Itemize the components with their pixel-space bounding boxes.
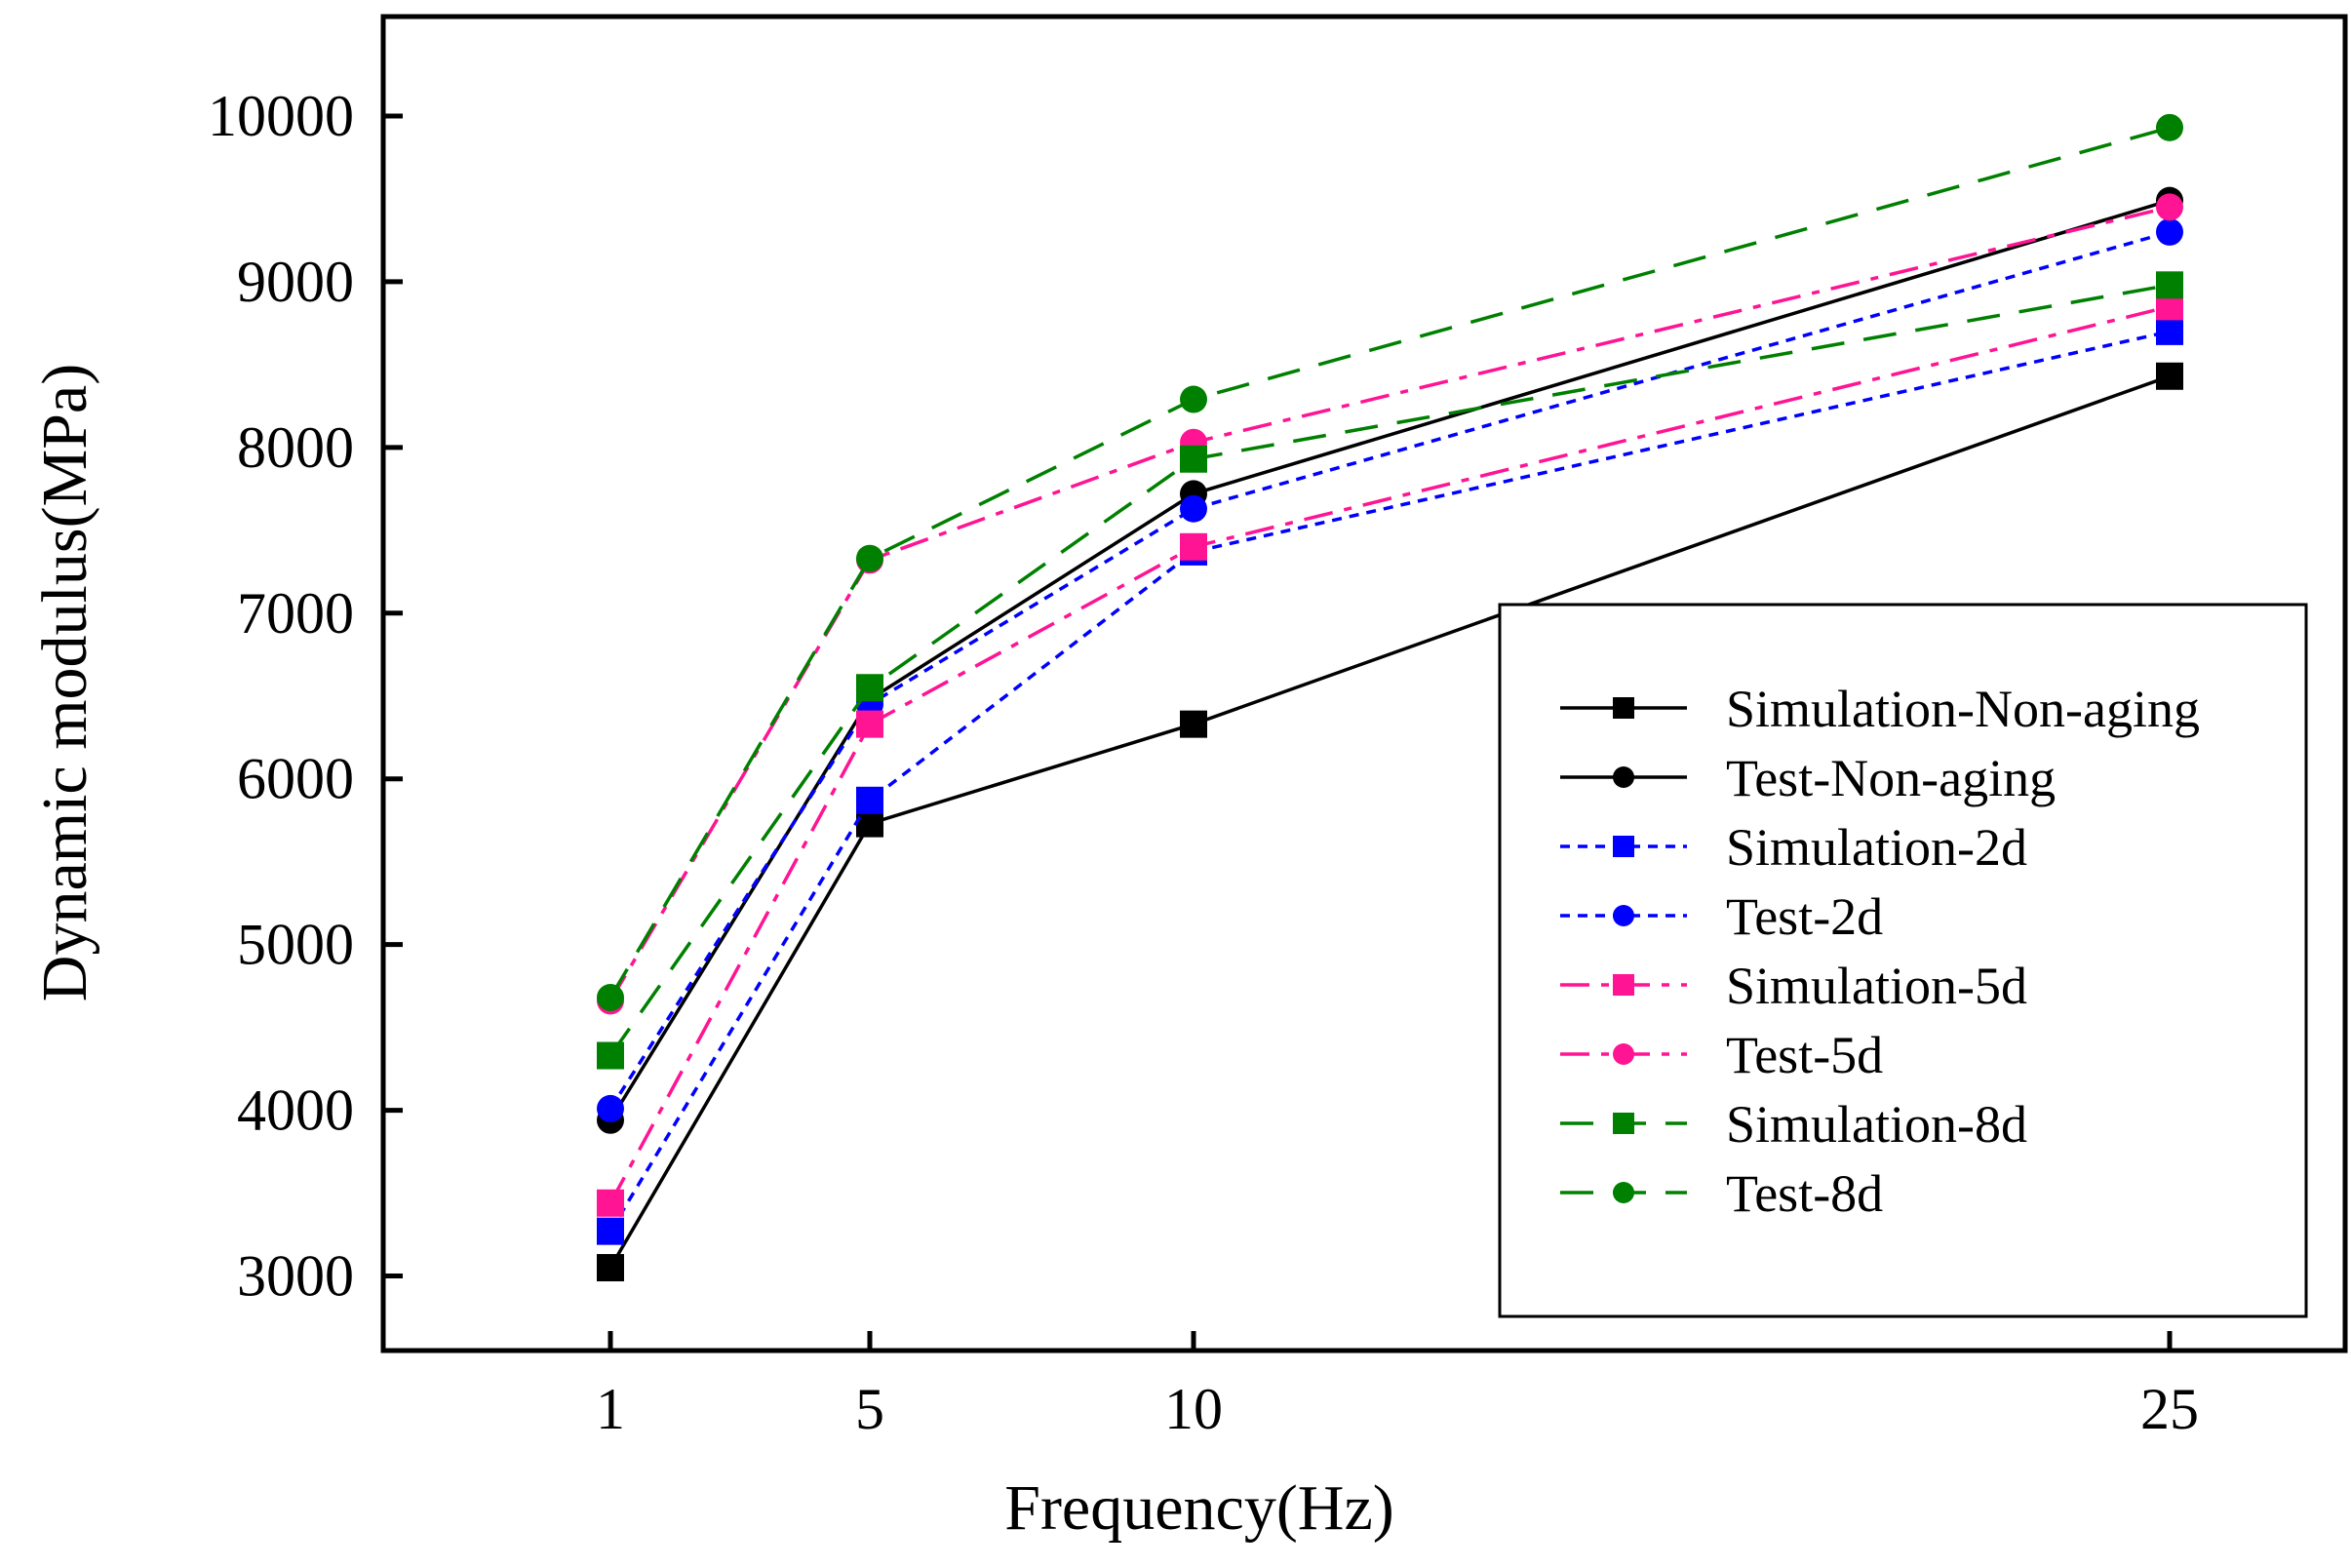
legend-box	[1498, 603, 2308, 1318]
legend-label: Simulation-8d	[1726, 1095, 2027, 1154]
legend-label: Test-2d	[1726, 887, 1883, 946]
legend-item-simulation-non-aging: Simulation-Non-aging	[1560, 680, 2200, 738]
data-point-simulation-5d	[1180, 532, 1207, 561]
legend-item-simulation-5d: Simulation-5d	[1560, 957, 2027, 1015]
series-line-simulation-non-aging	[608, 374, 2171, 1269]
y-tick-label: 4000	[237, 1078, 354, 1143]
legend-item-simulation-8d: Simulation-8d	[1560, 1095, 2027, 1154]
y-tick-label: 10000	[208, 84, 354, 148]
series-line-test-non-aging	[608, 198, 2171, 1121]
data-point-simulation-non-aging	[1180, 710, 1207, 738]
data-point-test-5d	[2156, 193, 2183, 221]
legend-item-test-non-aging: Test-Non-aging	[1560, 749, 2056, 807]
x-tick-label: 1	[596, 1377, 625, 1441]
plot-area: 3000 4000 5000 6000 7000 8000 9000 10000 1 5 10 25	[208, 14, 2348, 1441]
y-tick-label: 5000	[237, 913, 354, 977]
data-point-simulation-8d	[856, 674, 883, 702]
data-point-simulation-2d	[856, 786, 883, 814]
x-axis-title: Frequency(Hz)	[1004, 1472, 1393, 1544]
data-point-test-8d	[1180, 385, 1207, 413]
y-tick-label: 7000	[237, 581, 354, 646]
series-simulation-5d	[597, 293, 2183, 1217]
data-point-test-8d	[856, 544, 883, 572]
y-axis-title: Dynamic modulus(MPa)	[29, 364, 100, 1001]
y-tick-label: 9000	[237, 250, 354, 314]
data-point-test-8d	[597, 984, 624, 1012]
legend-marker	[1613, 905, 1634, 926]
data-point-simulation-5d	[597, 1189, 624, 1217]
series-line-test-8d	[608, 126, 2171, 999]
legend-marker	[1613, 766, 1634, 788]
data-point-simulation-non-aging	[2156, 362, 2183, 390]
y-tick-label: 6000	[237, 747, 354, 811]
data-point-simulation-2d	[597, 1217, 624, 1245]
plot-frame	[380, 14, 2348, 1353]
legend-item-test-8d: Test-8d	[1560, 1164, 1883, 1223]
legend-label: Test-Non-aging	[1726, 749, 2056, 807]
series-line-simulation-2d	[608, 330, 2171, 1233]
series-line-simulation-5d	[608, 304, 2171, 1204]
x-axis: 1 5 10 25	[596, 1331, 2199, 1441]
legend: Simulation-Non-aging Test-Non-aging Simula…	[1498, 603, 2308, 1318]
x-tick-label: 10	[1164, 1377, 1223, 1441]
series-line-test-2d	[608, 230, 2171, 1110]
legend-marker	[1613, 1182, 1634, 1203]
x-tick-label: 25	[2140, 1377, 2199, 1441]
series-line-test-5d	[608, 205, 2171, 1002]
y-axis: 3000 4000 5000 6000 7000 8000 9000 10000	[208, 84, 403, 1309]
legend-label: Simulation-Non-aging	[1726, 680, 2200, 738]
legend-marker	[1613, 836, 1634, 857]
y-tick-label: 8000	[237, 415, 354, 480]
data-point-test-2d	[597, 1094, 624, 1122]
y-tick-label: 3000	[237, 1244, 354, 1309]
legend-label: Simulation-5d	[1726, 957, 2027, 1015]
legend-label: Test-5d	[1726, 1026, 1883, 1084]
legend-item-test-5d: Test-5d	[1560, 1026, 1883, 1084]
series-test-8d	[597, 113, 2183, 1012]
legend-label: Simulation-2d	[1726, 818, 2027, 877]
legend-label: Test-8d	[1726, 1164, 1883, 1223]
legend-marker	[1613, 974, 1634, 996]
legend-marker	[1613, 1043, 1634, 1065]
legend-marker	[1613, 697, 1634, 719]
series-line-simulation-8d	[608, 283, 2171, 1057]
legend-marker	[1613, 1113, 1634, 1134]
legend-items: Simulation-Non-aging Test-Non-aging Simula…	[1560, 680, 2200, 1223]
series-layer	[597, 113, 2183, 1282]
series-simulation-non-aging	[597, 362, 2183, 1282]
data-point-simulation-2d	[2156, 317, 2183, 345]
data-point-simulation-5d	[856, 710, 883, 738]
data-point-test-8d	[2156, 113, 2183, 141]
data-point-simulation-non-aging	[856, 809, 883, 838]
data-point-simulation-8d	[2156, 271, 2183, 299]
data-point-test-2d	[1180, 494, 1207, 523]
legend-item-test-2d: Test-2d	[1560, 887, 1883, 946]
data-point-simulation-non-aging	[597, 1254, 624, 1282]
data-point-simulation-8d	[597, 1041, 624, 1070]
data-point-simulation-8d	[1180, 445, 1207, 473]
x-tick-label: 5	[855, 1377, 884, 1441]
data-point-test-2d	[2156, 217, 2183, 246]
series-simulation-8d	[597, 271, 2183, 1070]
legend-item-simulation-2d: Simulation-2d	[1560, 818, 2027, 877]
